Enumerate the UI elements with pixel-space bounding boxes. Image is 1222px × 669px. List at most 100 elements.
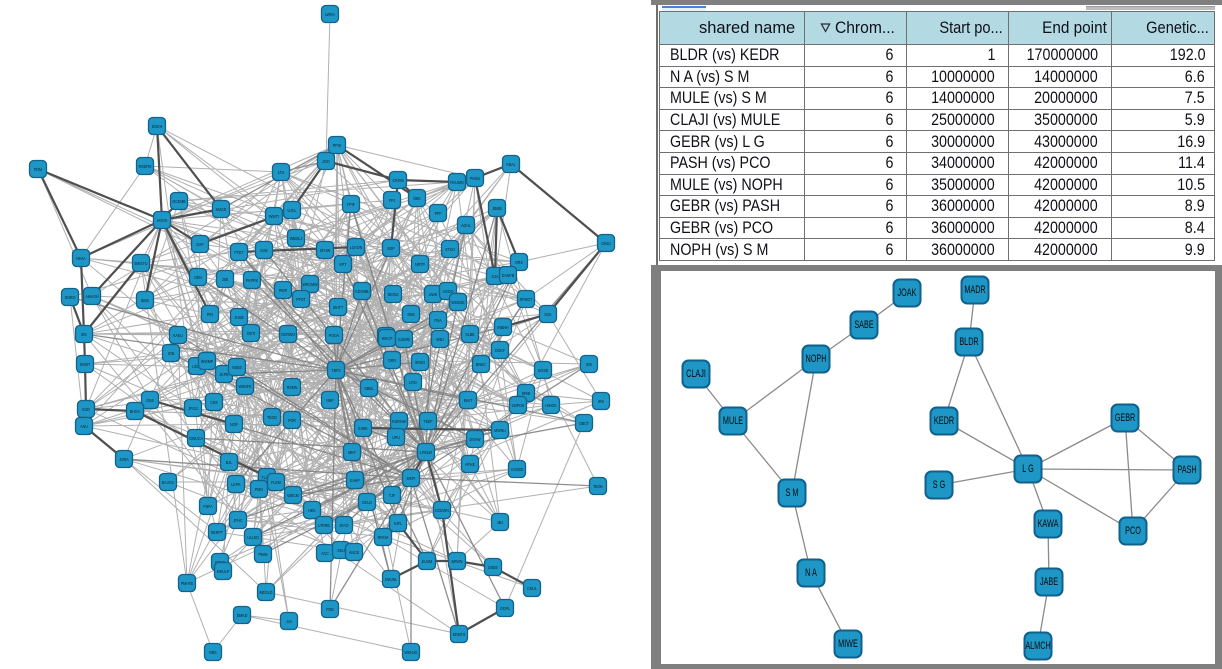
svg-text:MADR: MADR [964, 284, 986, 296]
svg-text:LTRRB: LTRRB [318, 522, 330, 528]
svg-text:KBAL: KBAL [506, 161, 516, 167]
svg-text:SABE: SABE [854, 319, 873, 331]
svg-text:PIBP: PIBP [279, 287, 287, 293]
svg-text:NNP: NNP [326, 397, 334, 403]
svg-text:CES: CES [210, 399, 217, 405]
svg-text:GKBJ: GKBJ [601, 240, 610, 246]
svg-text:RSDFM: RSDFM [139, 163, 152, 169]
svg-text:HEK: HEK [308, 507, 315, 513]
svg-text:IHWK: IHWK [358, 425, 367, 431]
svg-text:JSE: JSE [222, 276, 229, 282]
svg-text:AMAGH: AMAGH [85, 293, 98, 299]
svg-text:OCLD: OCLD [362, 499, 372, 505]
svg-text:JHUB: JHUB [234, 314, 243, 320]
svg-text:FPIF: FPIF [347, 201, 355, 207]
svg-text:PASH: PASH [1177, 464, 1196, 476]
svg-text:PCO: PCO [1125, 525, 1141, 537]
svg-text:OCEMB: OCEMB [172, 198, 185, 204]
svg-text:MWNU: MWNU [494, 427, 506, 433]
svg-text:OWJNL: OWJNL [385, 576, 398, 582]
svg-text:BRWN: BRWN [452, 558, 463, 564]
svg-text:SLBE: SLBE [465, 331, 474, 337]
svg-text:BHOA: BHOA [130, 408, 140, 414]
svg-text:KAWA: KAWA [1038, 518, 1059, 530]
svg-text:JBJ: JBJ [497, 519, 503, 525]
svg-text:LCKON: LCKON [350, 244, 362, 250]
svg-text:BJL: BJL [226, 459, 233, 465]
svg-text:KAEU: KAEU [173, 332, 183, 338]
svg-text:L G: L G [1022, 463, 1033, 475]
svg-text:SERPT: SERPT [211, 529, 223, 535]
svg-text:BLDR: BLDR [959, 336, 979, 348]
svg-text:WRCMW: WRCMW [303, 281, 319, 287]
svg-text:POR: POR [288, 417, 296, 423]
svg-text:APHS: APHS [465, 461, 475, 467]
svg-text:KMGD: KMGD [216, 206, 227, 212]
svg-text:FNFA: FNFA [203, 503, 212, 509]
svg-text:STKO: STKO [445, 246, 455, 252]
svg-text:SBBL: SBBL [364, 385, 374, 391]
svg-text:JOO: JOO [322, 158, 330, 164]
svg-text:RFMOT: RFMOT [520, 296, 533, 302]
svg-text:DOKH: DOKH [152, 123, 162, 129]
svg-text:HOOS: HOOS [157, 217, 168, 223]
svg-text:INBNH: INBNH [497, 324, 508, 330]
svg-text:DGKF: DGKF [495, 347, 505, 353]
svg-text:N A: N A [805, 567, 817, 579]
svg-text:GUBWI: GUBWI [398, 336, 410, 342]
svg-text:CRGM: CRGM [393, 177, 404, 183]
svg-text:NOPH: NOPH [806, 353, 827, 365]
svg-text:AGOO: AGOO [443, 288, 454, 294]
svg-text:SNWT: SNWT [80, 361, 91, 367]
svg-text:PGB: PGB [326, 606, 334, 612]
svg-text:BSP: BSP [387, 245, 394, 251]
svg-text:PTET: PTET [234, 249, 243, 255]
svg-text:UCFS: UCFS [192, 363, 202, 369]
svg-text:S G: S G [933, 479, 945, 491]
svg-text:FPJ: FPJ [389, 197, 395, 203]
svg-text:LPELW: LPELW [420, 449, 433, 455]
svg-text:PPIK: PPIK [333, 142, 341, 148]
svg-text:WBMLJ: WBMLJ [290, 235, 303, 241]
svg-text:WSNFK: WSNFK [239, 383, 252, 389]
svg-text:EOSB: EOSB [538, 367, 548, 373]
svg-text:FLEM: FLEM [271, 479, 281, 485]
svg-text:LWPOK: LWPOK [512, 402, 525, 408]
svg-text:BWSTU: BWSTU [135, 260, 148, 266]
svg-text:MKPI: MKPI [407, 475, 416, 481]
svg-text:KJFL: KJFL [394, 520, 403, 526]
svg-text:TBOK: TBOK [593, 483, 603, 489]
svg-text:GWUCA: GWUCA [189, 435, 203, 441]
svg-text:NHJA: NHJA [76, 255, 85, 261]
svg-text:PKPRK: PKPRK [246, 277, 258, 283]
svg-text:ION: ION [168, 350, 174, 356]
svg-text:GNS: GNS [146, 397, 154, 403]
svg-text:WDCM: WDCM [287, 492, 299, 498]
svg-text:ORN: ORN [388, 357, 396, 363]
svg-text:DCEWN: DCEWN [435, 507, 449, 513]
svg-text:ORS: ORS [515, 259, 523, 265]
svg-text:RSMN: RSMN [287, 384, 298, 390]
svg-text:GEN: GEN [194, 274, 202, 280]
svg-text:BMS: BMS [141, 297, 149, 303]
svg-text:WKNJG: WKNJG [405, 649, 418, 655]
svg-text:S M: S M [786, 487, 799, 499]
svg-text:FMA: FMA [434, 317, 442, 323]
svg-text:RURHW: RURHW [392, 418, 407, 424]
svg-text:IRK: IRK [598, 398, 604, 404]
svg-text:KPT: KPT [340, 261, 347, 267]
svg-text:HIHGK: HIHGK [545, 402, 556, 408]
svg-text:LTU: LTU [278, 169, 285, 175]
svg-text:RAUMN: RAUMN [450, 179, 463, 185]
svg-text:SFHW: SFHW [320, 247, 331, 253]
svg-text:KEDR: KEDR [934, 415, 954, 427]
svg-text:JFGIJ: JFGIJ [188, 405, 198, 411]
svg-text:PDM: PDM [34, 166, 42, 172]
svg-text:JJA: JJA [286, 618, 292, 624]
svg-text:MHULP: MHULP [217, 568, 230, 574]
svg-text:PIN: PIN [207, 311, 213, 317]
svg-text:MULE: MULE [723, 415, 743, 427]
svg-text:NRTP: NRTP [415, 261, 425, 267]
svg-text:UJCL: UJCL [288, 207, 297, 213]
svg-text:GEBR: GEBR [1115, 412, 1136, 424]
